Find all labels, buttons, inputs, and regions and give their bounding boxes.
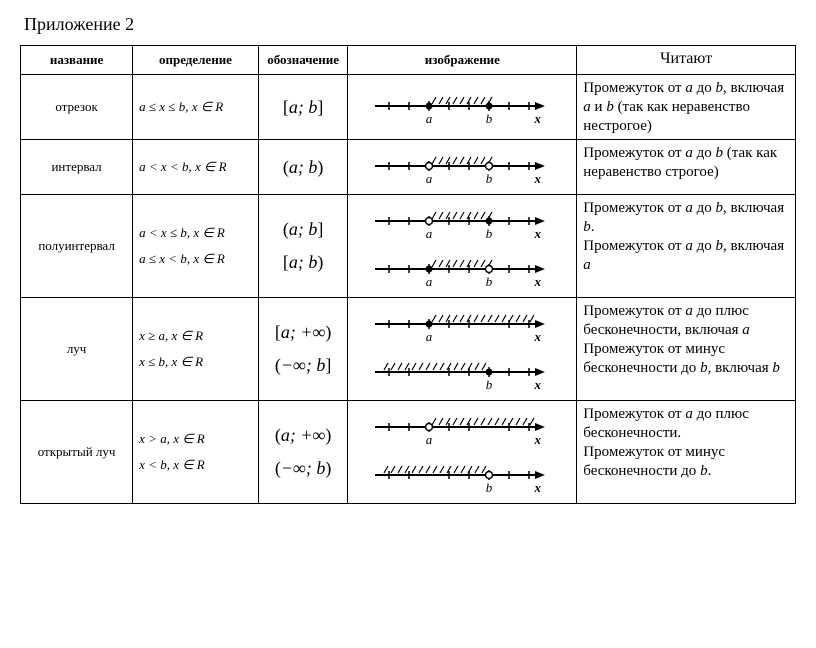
interval-image: axbx [348,401,577,504]
col-name: название [21,46,133,75]
number-line-diagram: abx [367,199,557,245]
svg-text:x: x [534,226,542,241]
interval-reading: Промежуток от a до b, включая a и b (так… [577,75,796,140]
number-line-diagram: ax [367,302,557,348]
table-row: интервалa < x < b, x ∈ R(a; b) a b x Промежу… [21,140,796,195]
svg-text:a: a [426,432,433,447]
interval-definition: a < x < b, x ∈ R [133,140,259,195]
svg-text:x: x [534,111,542,126]
page-title: Приложение 2 [24,14,796,35]
intervals-table: название определение обозначение изображ… [20,45,796,504]
col-img: изображение [348,46,577,75]
svg-text:x: x [534,274,542,289]
interval-name: открытый луч [21,401,133,504]
svg-text:x: x [534,329,542,344]
number-line-diagram: abx [367,144,557,190]
interval-notation: [a; b] [258,75,348,140]
interval-image: axbx [348,298,577,401]
svg-text:x: x [534,171,542,186]
interval-notation: (a; b][a; b) [258,195,348,298]
interval-name: луч [21,298,133,401]
svg-text:a: a [426,329,433,344]
interval-definition: x > a, x ∈ Rx < b, x ∈ R [133,401,259,504]
svg-text:x: x [534,377,542,392]
table-row: открытый лучx > a, x ∈ Rx < b, x ∈ R(a; … [21,401,796,504]
svg-text:a: a [426,111,433,126]
interval-reading: Промежуток от a до b (так как неравенств… [577,140,796,195]
svg-text:b: b [486,377,493,392]
svg-text:x: x [534,432,542,447]
number-line-diagram: bx [367,350,557,396]
interval-definition: a < x ≤ b, x ∈ Ra ≤ x < b, x ∈ R [133,195,259,298]
interval-definition: x ≥ a, x ∈ Rx ≤ b, x ∈ R [133,298,259,401]
number-line-diagram: ax [367,405,557,451]
svg-text:b: b [486,480,493,495]
table-row: отрезокa ≤ x ≤ b, x ∈ R[a; b] a b x Промежут… [21,75,796,140]
interval-name: отрезок [21,75,133,140]
interval-image: a b x a b x [348,195,577,298]
interval-notation: [a; +∞)(−∞; b] [258,298,348,401]
interval-name: полуинтервал [21,195,133,298]
interval-image: abx [348,140,577,195]
col-not: обозначение [258,46,348,75]
table-row: полуинтервалa < x ≤ b, x ∈ Ra ≤ x < b, x… [21,195,796,298]
number-line-diagram: bx [367,453,557,499]
svg-text:a: a [426,274,433,289]
table-row: лучx ≥ a, x ∈ Rx ≤ b, x ∈ R[a; +∞)(−∞; b… [21,298,796,401]
svg-text:b: b [486,226,493,241]
number-line-diagram: abx [367,247,557,293]
svg-text:a: a [426,226,433,241]
interval-name: интервал [21,140,133,195]
interval-notation: (a; +∞)(−∞; b) [258,401,348,504]
svg-text:b: b [486,111,493,126]
interval-reading: Промежуток от a до плюс бесконечности.Пр… [577,401,796,504]
interval-definition: a ≤ x ≤ b, x ∈ R [133,75,259,140]
interval-image: abx [348,75,577,140]
col-def: определение [133,46,259,75]
interval-notation: (a; b) [258,140,348,195]
number-line-diagram: abx [367,84,557,130]
header-row: название определение обозначение изображ… [21,46,796,75]
svg-text:a: a [426,171,433,186]
svg-text:b: b [486,274,493,289]
svg-text:x: x [534,480,542,495]
svg-text:b: b [486,171,493,186]
interval-reading: Промежуток от a до b, включая b.Промежут… [577,195,796,298]
interval-reading: Промежуток от a до плюс бесконечности, в… [577,298,796,401]
col-read: Читают [577,46,796,75]
